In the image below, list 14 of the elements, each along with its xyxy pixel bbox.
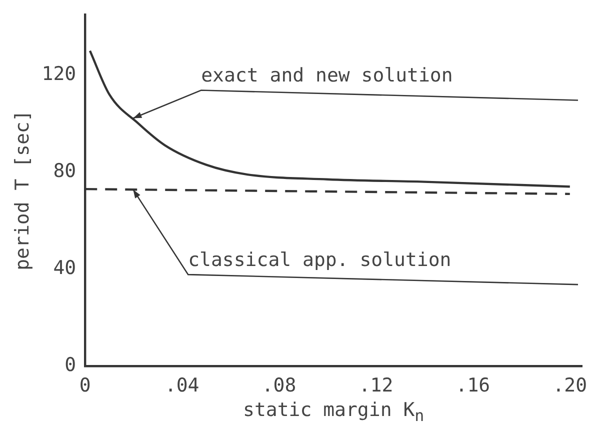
y-axis-title: period T [sec] <box>11 110 34 270</box>
annotation: exact and new solution <box>201 64 453 87</box>
x-tick-label: .04 <box>164 374 200 397</box>
x-tick-label: .20 <box>552 374 588 397</box>
y-tick-label: 0 <box>64 354 76 376</box>
y-tick-label: 80 <box>53 160 76 182</box>
x-axis-title: static margin K$_{n}$ <box>243 399 424 425</box>
x-tick-label: 0 <box>79 374 91 397</box>
x-tick-label: .12 <box>358 374 394 397</box>
annotation: classical app. solution <box>188 249 452 272</box>
y-tick-label: 40 <box>53 257 76 280</box>
x-tick-label: .16 <box>456 374 490 397</box>
x-tick-label: .08 <box>262 374 296 397</box>
y-tick-label: 120 <box>42 62 76 85</box>
